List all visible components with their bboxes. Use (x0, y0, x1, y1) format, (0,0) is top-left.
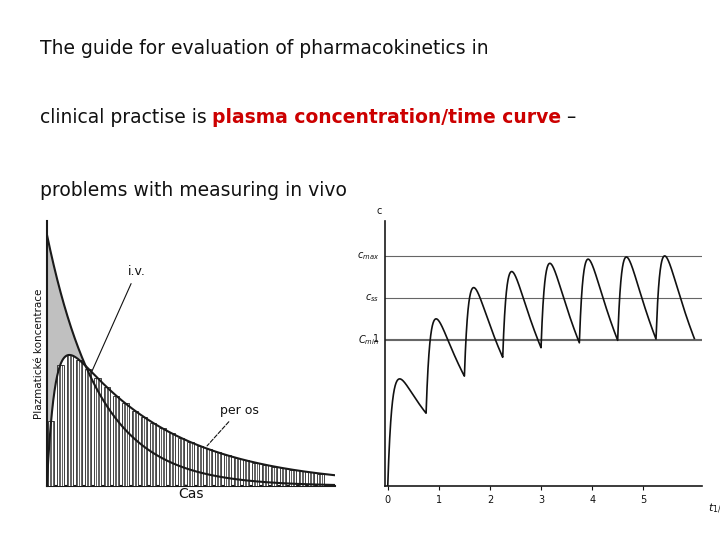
Bar (132, 410, 138, 486)
Bar (252, 463, 258, 486)
Bar (94, 378, 101, 486)
Text: The guide for evaluation of pharmacokinetics in: The guide for evaluation of pharmacokine… (40, 39, 488, 58)
Bar (187, 442, 194, 486)
Bar (104, 387, 110, 486)
Text: $t_{1/2}$: $t_{1/2}$ (708, 502, 720, 516)
Bar (168, 434, 175, 486)
Text: i.v.: i.v. (91, 265, 145, 373)
Text: clinical practise is: clinical practise is (40, 108, 212, 127)
Bar (76, 360, 82, 486)
Bar (150, 423, 156, 486)
Bar (197, 446, 203, 486)
Bar (299, 471, 305, 486)
Bar (122, 403, 129, 486)
Bar (206, 449, 212, 486)
X-axis label: Čas: Čas (178, 488, 204, 501)
Bar (280, 468, 287, 486)
Bar (225, 455, 230, 486)
Bar (57, 364, 63, 486)
Text: $C_{min}$: $C_{min}$ (358, 333, 379, 347)
Bar (318, 474, 323, 486)
Bar (289, 470, 296, 486)
Bar (48, 421, 54, 486)
Text: c: c (376, 206, 382, 216)
Text: plasma concentration/time curve: plasma concentration/time curve (212, 108, 562, 127)
Bar (243, 461, 249, 486)
Bar (113, 396, 120, 486)
Bar (234, 458, 240, 486)
Text: $c_{max}$: $c_{max}$ (356, 251, 379, 262)
Text: problems with measuring in vivo: problems with measuring in vivo (40, 181, 346, 200)
Bar (215, 453, 222, 486)
Bar (85, 369, 91, 486)
Bar (261, 464, 268, 486)
Text: –: – (562, 108, 577, 127)
Y-axis label: Plazmatické koncentrace: Plazmatické koncentrace (34, 288, 44, 419)
Bar (159, 428, 166, 486)
Bar (308, 472, 315, 486)
Text: 1: 1 (373, 334, 379, 345)
Bar (178, 438, 184, 486)
Bar (66, 355, 73, 486)
Bar (141, 417, 147, 486)
Bar (271, 467, 277, 486)
Text: $c_{ss}$: $c_{ss}$ (364, 292, 379, 304)
Text: per os: per os (207, 404, 258, 446)
